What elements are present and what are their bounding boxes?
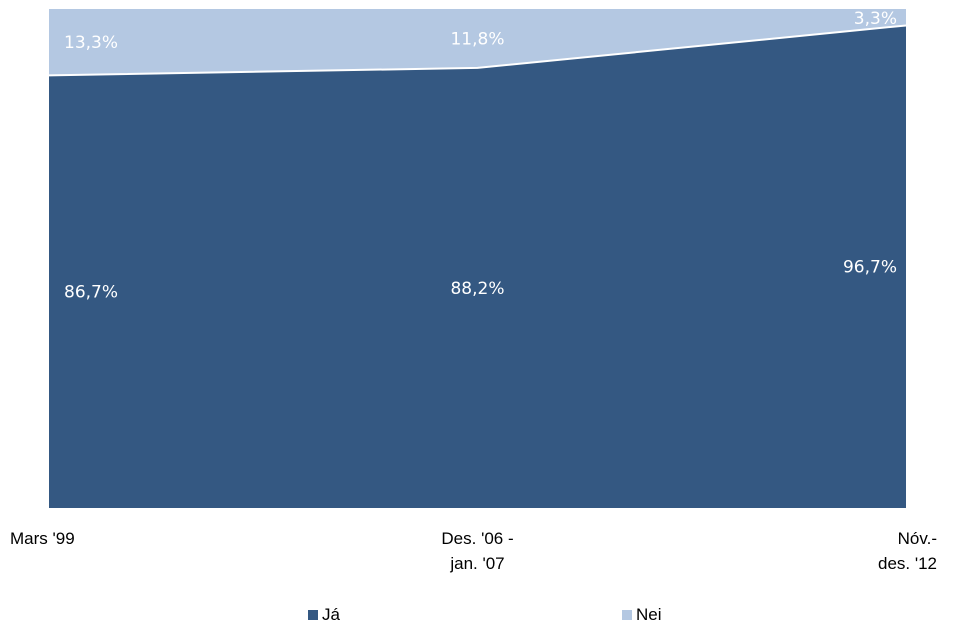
data-label: 11,8%	[450, 29, 504, 49]
legend-item-j-: Já	[308, 605, 341, 624]
series-boundary-line	[48, 24, 907, 77]
area-j-	[49, 25, 906, 508]
legend-swatch	[308, 610, 318, 620]
x-tick-label: jan. '07	[449, 554, 504, 573]
legend-item-nei: Nei	[622, 605, 662, 624]
legend: Já Nei	[308, 605, 662, 624]
data-label: 3,3%	[854, 9, 897, 29]
data-labels: 86,7% 88,2% 96,7% 13,3% 11,8% 3,3%	[64, 9, 897, 303]
plot-area	[48, 9, 907, 508]
legend-label: Nei	[636, 605, 662, 624]
data-label: 86,7%	[64, 283, 118, 303]
legend-swatch	[622, 610, 632, 620]
area-nei	[49, 9, 906, 76]
data-label: 13,3%	[64, 33, 118, 53]
x-tick-label: des. '12	[878, 554, 937, 573]
x-tick-label: Mars '99	[10, 529, 75, 548]
x-tick-label: Des. '06 -	[441, 529, 513, 548]
data-label: 88,2%	[450, 279, 504, 299]
data-label: 96,7%	[843, 258, 897, 278]
x-axis-tick-labels: Mars '99 Des. '06 - jan. '07 Nóv.- des. '12	[10, 529, 937, 573]
x-tick-label: Nóv.-	[898, 529, 937, 548]
legend-label: Já	[322, 605, 341, 624]
